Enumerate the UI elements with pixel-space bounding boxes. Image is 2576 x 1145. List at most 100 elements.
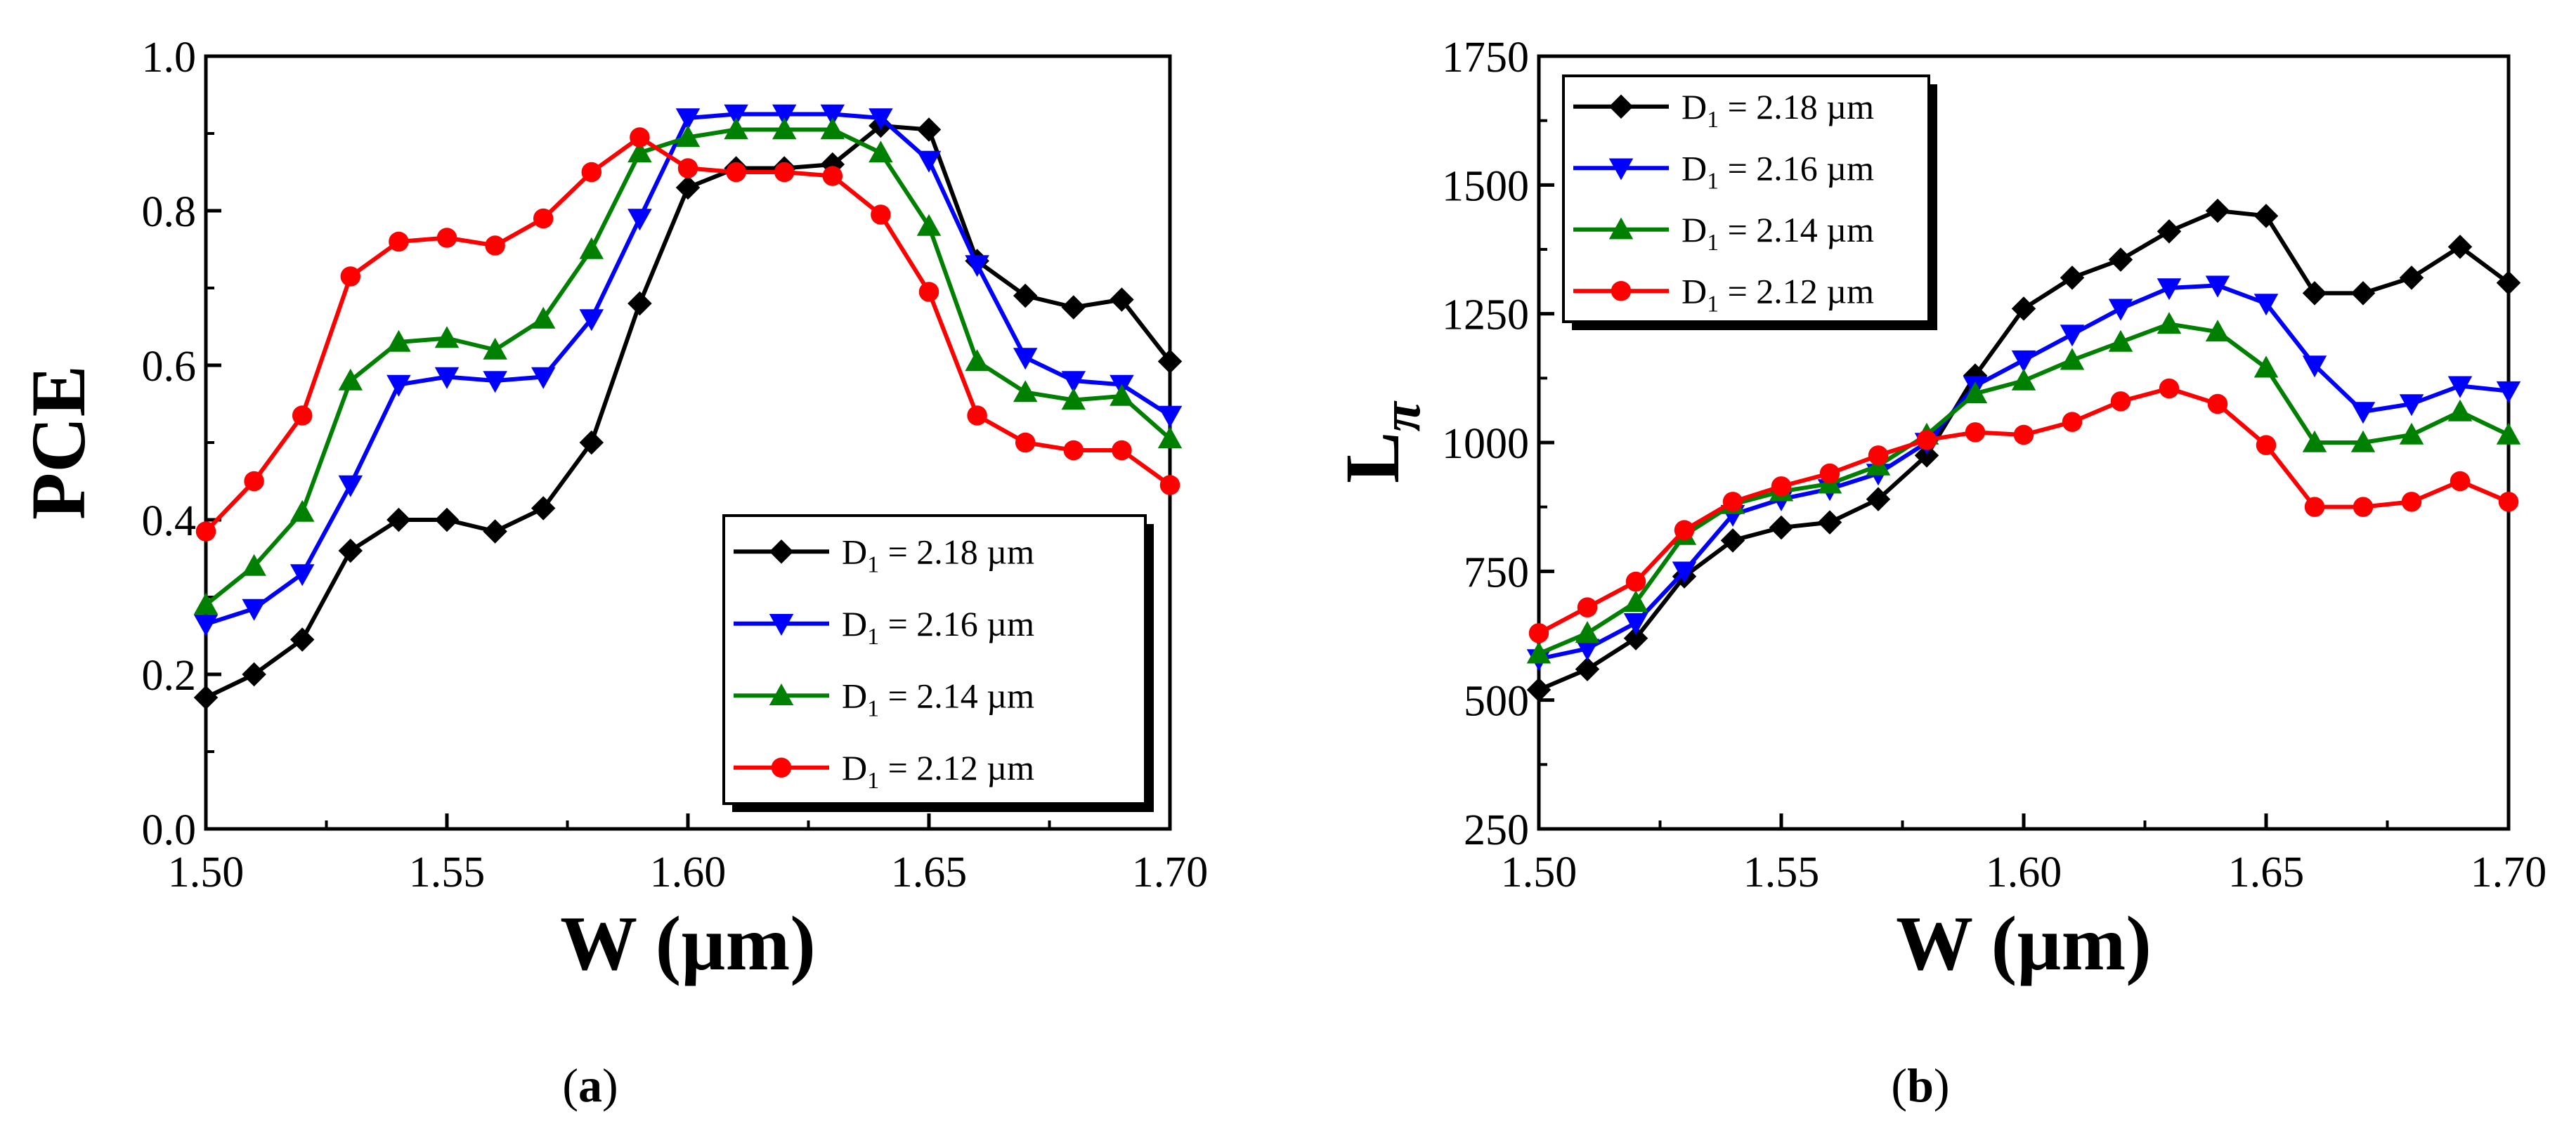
data-point — [2253, 204, 2279, 228]
data-point — [1575, 657, 1600, 681]
data-point — [2401, 492, 2422, 512]
y-tick-label: 1.0 — [142, 34, 197, 81]
data-point — [2447, 235, 2473, 259]
y-tick-label: 0.0 — [142, 806, 197, 854]
legend-label-main: D — [1681, 87, 1707, 126]
data-point — [1575, 621, 1600, 643]
y-axis-title: PCE — [15, 365, 101, 520]
data-point — [434, 367, 460, 389]
data-point — [242, 662, 266, 687]
data-point — [338, 475, 363, 497]
legend-label-sub: 1 — [1707, 291, 1719, 317]
data-point — [386, 507, 411, 532]
data-point — [822, 166, 843, 186]
legend-label-rest: = 2.14 µm — [1719, 210, 1874, 249]
legend-marker — [1611, 281, 1632, 301]
data-point — [2157, 219, 2182, 244]
data-point — [2399, 394, 2424, 417]
legend-label: D1 = 2.18 µm — [842, 532, 1034, 577]
legend-label-sub: 1 — [1707, 107, 1719, 133]
data-point — [965, 349, 989, 372]
data-point — [386, 329, 411, 352]
data-point — [1526, 677, 1552, 702]
y-tick-label: 1750 — [1442, 34, 1529, 81]
data-point — [1110, 384, 1134, 406]
data-point — [531, 496, 556, 521]
data-point — [2157, 312, 2182, 334]
data-point — [2108, 247, 2133, 272]
y-tick-label: 250 — [1464, 806, 1529, 854]
y-axis-title-main: PCE — [15, 365, 101, 520]
data-point — [1061, 371, 1086, 393]
data-point — [2304, 497, 2325, 517]
data-point — [2207, 393, 2228, 414]
legend-label-main: D — [842, 748, 867, 787]
data-point — [869, 140, 893, 163]
data-point — [2447, 399, 2473, 421]
data-point — [726, 162, 746, 183]
data-point — [2353, 497, 2374, 517]
data-point — [531, 306, 556, 329]
data-point — [338, 538, 363, 563]
data-point — [1157, 426, 1183, 449]
data-point — [483, 519, 507, 544]
legend-label: D1 = 2.16 µm — [842, 604, 1034, 650]
legend-label-rest: = 2.14 µm — [879, 676, 1034, 715]
x-tick-label: 1.65 — [891, 849, 968, 896]
data-point — [916, 117, 942, 142]
legend-label: D1 = 2.12 µm — [1681, 271, 1874, 317]
legend-label-rest: = 2.12 µm — [1719, 271, 1874, 310]
data-point — [2447, 376, 2473, 398]
data-point — [290, 499, 315, 522]
legend-marker — [1608, 158, 1634, 181]
y-tick-label: 0.8 — [142, 188, 197, 236]
x-tick-label: 1.50 — [168, 849, 245, 896]
data-point — [630, 127, 650, 148]
series-line — [1538, 283, 2509, 661]
series-2 — [193, 117, 1183, 615]
x-tick-label: 1.55 — [1743, 849, 1820, 896]
data-point — [2302, 355, 2327, 378]
series-3 — [195, 127, 1180, 542]
series-3 — [1528, 378, 2519, 643]
legend: D1 = 2.18 µm D1 = 2.16 µm D 1 = 2.14 µm D1 =… — [722, 514, 1154, 812]
data-point — [627, 209, 652, 231]
data-point — [2060, 348, 2085, 370]
y-axis-title-sub: π — [1370, 400, 1431, 432]
data-point — [389, 231, 409, 252]
data-point — [1526, 641, 1552, 664]
legend-label-rest: = 2.16 µm — [879, 604, 1034, 643]
legend-marker — [771, 757, 792, 778]
data-point — [434, 507, 460, 532]
data-point — [1771, 476, 1792, 497]
data-point — [1623, 626, 1648, 650]
y-tick-label: 0.6 — [142, 343, 197, 391]
y-tick-label: 1500 — [1442, 162, 1529, 210]
data-point — [292, 405, 313, 426]
data-point — [2108, 329, 2133, 352]
data-point — [774, 162, 795, 183]
y-axis-title-main: L — [1329, 432, 1415, 483]
series-0 — [193, 113, 1183, 710]
data-point — [1577, 597, 1598, 617]
data-point — [2350, 430, 2376, 452]
legend-label: D1 = 2.12 µm — [842, 748, 1034, 794]
x-tick-label: 1.55 — [409, 849, 486, 896]
data-point — [1866, 487, 1891, 511]
legend-label-rest: = 2.18 µm — [879, 532, 1034, 571]
data-point — [338, 368, 363, 391]
legend-label-sub: 1 — [867, 551, 879, 577]
data-point — [2399, 422, 2424, 445]
y-tick-label: 0.2 — [142, 652, 197, 700]
data-point — [2399, 266, 2424, 290]
data-point — [2159, 378, 2180, 399]
legend-marker — [769, 683, 794, 706]
data-point — [2110, 391, 2131, 412]
data-point — [1528, 623, 1549, 643]
legend-label-sub: 1 — [867, 695, 879, 721]
data-point — [1674, 520, 1695, 540]
data-point — [483, 371, 507, 393]
data-point — [2013, 424, 2034, 445]
legend-box — [722, 514, 1147, 805]
